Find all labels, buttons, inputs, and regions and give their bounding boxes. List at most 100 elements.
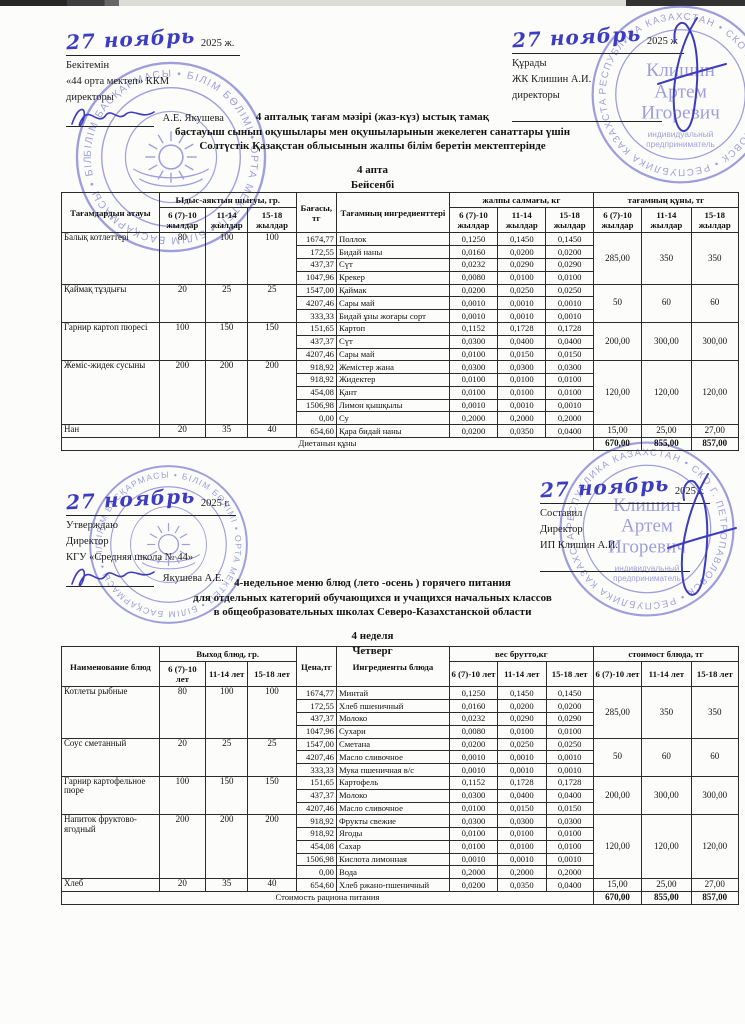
ingredient-weight: 0,0200 [448, 737, 499, 752]
dish-cost: 25,00 [641, 878, 692, 893]
age-group-header: 6 (7)-10 лет [448, 661, 499, 688]
col-header-output: Ыдыс-аяктын шығуы, гр. [158, 191, 297, 209]
ingredient-weight: 0,0010 [448, 750, 499, 765]
dish-cost: 285,00 [592, 232, 643, 285]
dish-cost: 120,00 [641, 360, 692, 426]
ingredient-price: 4207,46 [295, 296, 337, 311]
ingredient-weight: 0,0080 [448, 270, 499, 285]
ingredient-weight: 0,0300 [497, 814, 547, 829]
handwritten-date: 27 ноябрь [65, 483, 196, 515]
dish-cost: 120,00 [690, 814, 740, 880]
ingredient-weight: 0,0300 [448, 814, 499, 829]
ingredient-name: Сары май [335, 296, 450, 311]
ingredient-price: 1506,98 [295, 398, 337, 413]
table-row: Гарнир картоп пюресі 100 150 150 151,65 Карто… [61, 321, 740, 362]
dish-output-grams: 150 [247, 321, 297, 362]
signature-line [540, 559, 690, 573]
ingredient-price: 918,92 [295, 827, 337, 841]
dish-cost: 120,00 [592, 360, 643, 426]
ingredient-weight: 0,0200 [497, 699, 547, 713]
scan-edge-artifact [0, 0, 745, 6]
ingredient-weight: 0,0100 [448, 373, 499, 387]
ingredient-weight: 0,0300 [545, 360, 594, 375]
dish-output-grams: 25 [205, 283, 249, 323]
age-group-header: 15-18 жылдар [247, 207, 297, 234]
age-group-header: 15-18 жылдар [690, 207, 740, 234]
age-group-header: 11-14 лет [205, 661, 249, 688]
dish-cost: 27,00 [690, 878, 740, 893]
ingredient-weight: 0,0400 [497, 788, 547, 803]
ingredient-weight: 0,0100 [497, 373, 547, 387]
printed-date: 2025 ж. [200, 38, 235, 49]
approval-line: Бекітемін [66, 60, 110, 71]
ingredient-price: 918,92 [295, 373, 337, 387]
dish-output-grams: 100 [247, 232, 297, 285]
age-group-header: 15-18 лет [690, 661, 740, 688]
title-line: Солтүстік Қазақстан облысынын жалпы білі… [199, 140, 546, 153]
age-group-header: 11-14 жылдар [205, 207, 249, 234]
ingredient-name: Картофель [335, 775, 450, 790]
col-header-cost: стоимост блюда, тг [592, 645, 740, 663]
approval-line: «44 орта мектеп» ККМ [66, 75, 170, 87]
ingredient-weight: 0,0010 [497, 750, 547, 765]
dish-cost: 300,00 [641, 321, 692, 362]
ingredient-weight: 0,0400 [545, 878, 594, 893]
dish-cost: 15,00 [592, 424, 643, 439]
dish-cost: 200,00 [592, 775, 643, 816]
ingredient-weight: 0,0400 [545, 334, 594, 349]
ingredient-weight: 0,0232 [448, 711, 499, 726]
dish-output-grams: 25 [247, 283, 297, 323]
age-group-header: 11-14 жылдар [641, 207, 692, 234]
ingredient-name: Сүт [335, 257, 450, 272]
handwritten-date: 27 ноябрь [65, 23, 196, 55]
col-header-price: Цена,тг [295, 645, 337, 688]
ingredient-weight: 0,0150 [497, 347, 547, 362]
dish-name: Напиток фруктово-ягодный [61, 814, 160, 880]
col-header-dish-name: Наименование блюд [61, 645, 160, 688]
title-line: 4 апталық тағам мәзірі (жаз-күз) ыстық т… [255, 111, 490, 123]
signature-line [66, 568, 155, 587]
ingredient-weight: 0,0150 [497, 801, 547, 816]
approval-line: Составил [540, 508, 583, 519]
dish-output-grams: 80 [158, 686, 207, 739]
ingredient-weight: 0,0100 [497, 724, 547, 739]
ingredient-weight: 0,0232 [448, 257, 499, 272]
dish-cost: 15,00 [592, 878, 643, 893]
signature-stroke [71, 108, 155, 127]
dish-cost: 300,00 [690, 321, 740, 362]
dish-output-grams: 100 [158, 775, 207, 816]
footer-label: Диетанын құны [61, 437, 594, 451]
dish-cost: 60 [690, 283, 740, 323]
approval-line: ИП Клишин А.И. [540, 539, 619, 551]
ingredient-name: Ягоды [335, 827, 450, 841]
ingredient-name: Фрукты свежие [335, 814, 450, 829]
dish-output-grams: 20 [158, 283, 207, 323]
age-group-header: 6 (7)-10 жылдар [592, 207, 643, 234]
handwritten-date: 27 ноябрь [511, 21, 642, 53]
ingredient-weight: 0,0200 [448, 424, 499, 439]
approval-line: директоры [512, 89, 560, 101]
ingredient-price: 1506,98 [295, 852, 337, 867]
ingredient-name: Жидектер [335, 373, 450, 387]
ingredient-price: 1547,00 [295, 737, 337, 752]
col-header-ingredients: Ингредиенты блюда [335, 645, 450, 688]
ingredient-name: Поллок [335, 232, 450, 247]
approval-date: 27 ноябрь 2025 г. [65, 483, 237, 516]
dish-output-grams: 100 [247, 686, 297, 739]
ingredient-weight: 0,1728 [545, 775, 594, 790]
ingredient-weight: 0,0100 [545, 385, 594, 400]
ingredient-weight: 0,0300 [497, 360, 547, 375]
age-group-header: 15-18 лет [247, 661, 297, 688]
ingredient-weight: 0,0010 [545, 398, 594, 413]
ingredient-weight: 0,2000 [497, 865, 547, 880]
ingredient-weight: 0,0200 [497, 245, 547, 259]
ingredient-weight: 0,0100 [545, 827, 594, 841]
ingredient-price: 437,37 [295, 711, 337, 726]
ingredient-weight: 0,0100 [497, 839, 547, 854]
ingredient-price: 4207,46 [295, 750, 337, 765]
dish-output-grams: 200 [205, 814, 249, 880]
age-group-header: 11-14 жылдар [497, 207, 547, 234]
ingredient-name: Жемістер жана [335, 360, 450, 375]
ingredient-weight: 0,0010 [448, 763, 499, 777]
ingredient-price: 437,37 [295, 788, 337, 803]
